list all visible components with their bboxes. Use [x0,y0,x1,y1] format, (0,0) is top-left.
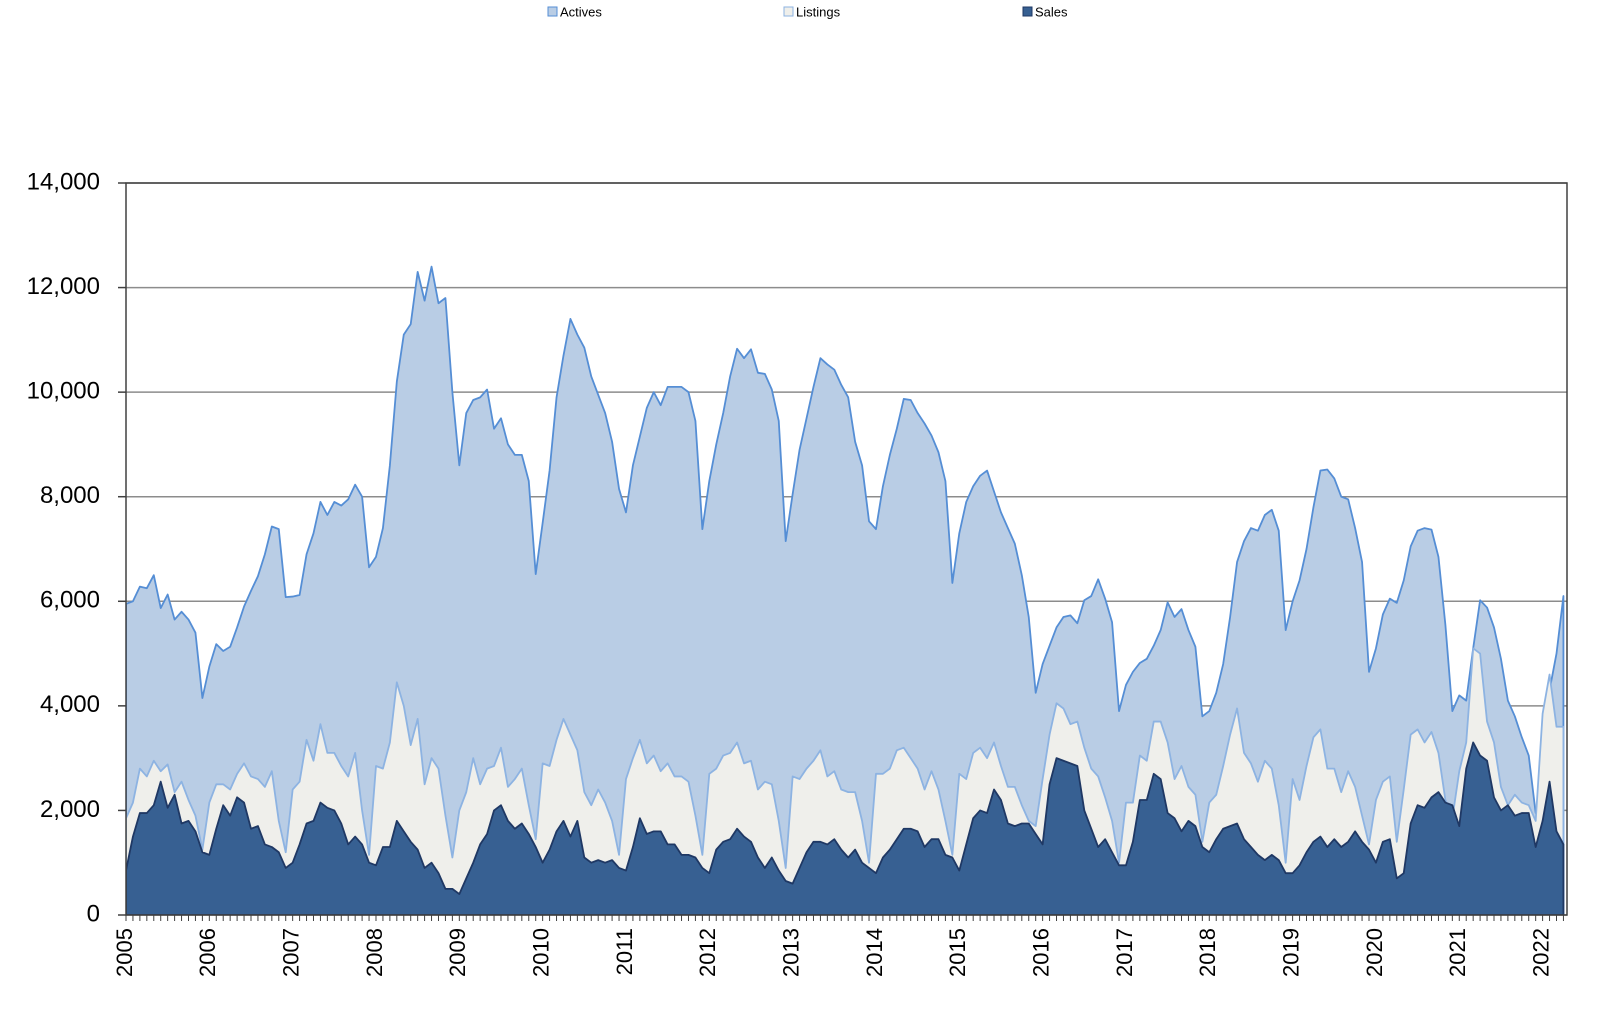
legend-label: Actives [560,4,602,19]
y-tick-label: 4,000 [40,691,100,718]
y-tick-label: 14,000 [27,168,100,195]
x-tick-label: 2008 [362,928,387,977]
legend-label: Listings [796,4,841,19]
plot-frame [125,182,1568,916]
x-tick-label: 2013 [778,928,803,977]
y-tick-label: 10,000 [27,377,100,404]
x-tick-label: 2021 [1445,928,1470,977]
y-tick-label: 6,000 [40,587,100,614]
y-tick-label: 12,000 [27,273,100,300]
x-tick-label: 2007 [278,928,303,977]
x-tick-label: 2009 [445,928,470,977]
x-tick-label: 2005 [112,928,137,977]
plot-area [126,265,1565,915]
y-tick-label: 2,000 [40,796,100,823]
x-tick-label: 2017 [1112,928,1137,977]
x-axis-ticks [125,915,1564,921]
area [126,741,1565,915]
x-tick-label: 2010 [528,928,553,977]
area [126,265,1565,915]
x-tick-label: 2016 [1028,928,1053,977]
x-tick-label: 2019 [1278,928,1303,977]
legend: Actives Listings Sales [547,4,1068,19]
x-tick-label: 2006 [195,928,220,977]
x-tick-label: 2020 [1362,928,1387,977]
x-tick-label: 2011 [612,928,637,975]
x-tick-label: 2014 [862,928,887,977]
y-tick-label: 0 [87,900,100,927]
legend-swatch [783,6,794,17]
x-tick-label: 2012 [695,928,720,977]
y-tick-label: 8,000 [40,482,100,509]
x-tick-label: 2015 [945,928,970,977]
x-tick-label: 2022 [1528,928,1553,977]
legend-label: Sales [1035,4,1068,19]
legend-swatch [1022,6,1033,17]
legend-swatch [547,6,558,17]
x-tick-label: 2018 [1195,928,1220,977]
